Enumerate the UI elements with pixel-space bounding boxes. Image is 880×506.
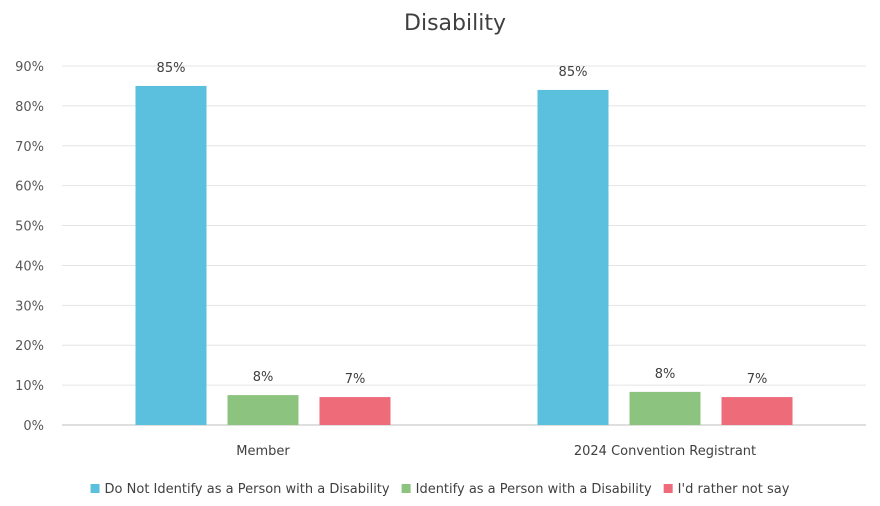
- y-tick-label: 80%: [15, 100, 44, 115]
- y-tick-label: 90%: [15, 60, 44, 75]
- legend-swatch: [90, 484, 100, 493]
- x-axis: Member 2024 Convention Registrant: [236, 444, 756, 459]
- data-label: 7%: [747, 372, 768, 387]
- bar: [721, 397, 793, 425]
- y-tick-label: 0%: [23, 419, 44, 434]
- bar: [629, 391, 701, 425]
- y-axis: 0% 10% 20% 30% 40% 50% 60% 70% 80% 90%: [15, 60, 44, 434]
- y-tick-label: 50%: [15, 220, 44, 235]
- y-tick-label: 10%: [15, 379, 44, 394]
- y-tick-label: 20%: [15, 339, 44, 354]
- chart-title: Disability: [404, 11, 506, 36]
- x-tick-label: Member: [236, 444, 290, 459]
- bar: [537, 89, 609, 425]
- bar: [135, 85, 207, 425]
- x-tick-label: 2024 Convention Registrant: [574, 444, 756, 459]
- legend-item: I'd rather not say: [663, 482, 790, 497]
- y-tick-label: 60%: [15, 180, 44, 195]
- data-label: 85%: [157, 61, 186, 76]
- legend-item: Do Not Identify as a Person with a Disab…: [90, 482, 390, 497]
- legend-swatch: [401, 484, 411, 493]
- y-tick-label: 30%: [15, 299, 44, 314]
- data-label: 8%: [655, 367, 676, 382]
- legend-item: Identify as a Person with a Disability: [401, 482, 652, 497]
- bars: 85% 8% 7% 85% 8% 7%: [135, 61, 793, 425]
- bar: [319, 397, 391, 425]
- legend-label: Do Not Identify as a Person with a Disab…: [105, 482, 390, 497]
- legend-swatch: [663, 484, 673, 493]
- y-tick-label: 40%: [15, 259, 44, 274]
- bar: [227, 395, 299, 425]
- data-label: 8%: [253, 370, 274, 385]
- data-label: 85%: [559, 65, 588, 80]
- y-tick-label: 70%: [15, 140, 44, 155]
- legend-label: I'd rather not say: [678, 482, 790, 497]
- data-label: 7%: [345, 372, 366, 387]
- legend-label: Identify as a Person with a Disability: [416, 482, 652, 497]
- legend: Do Not Identify as a Person with a Disab…: [90, 482, 790, 497]
